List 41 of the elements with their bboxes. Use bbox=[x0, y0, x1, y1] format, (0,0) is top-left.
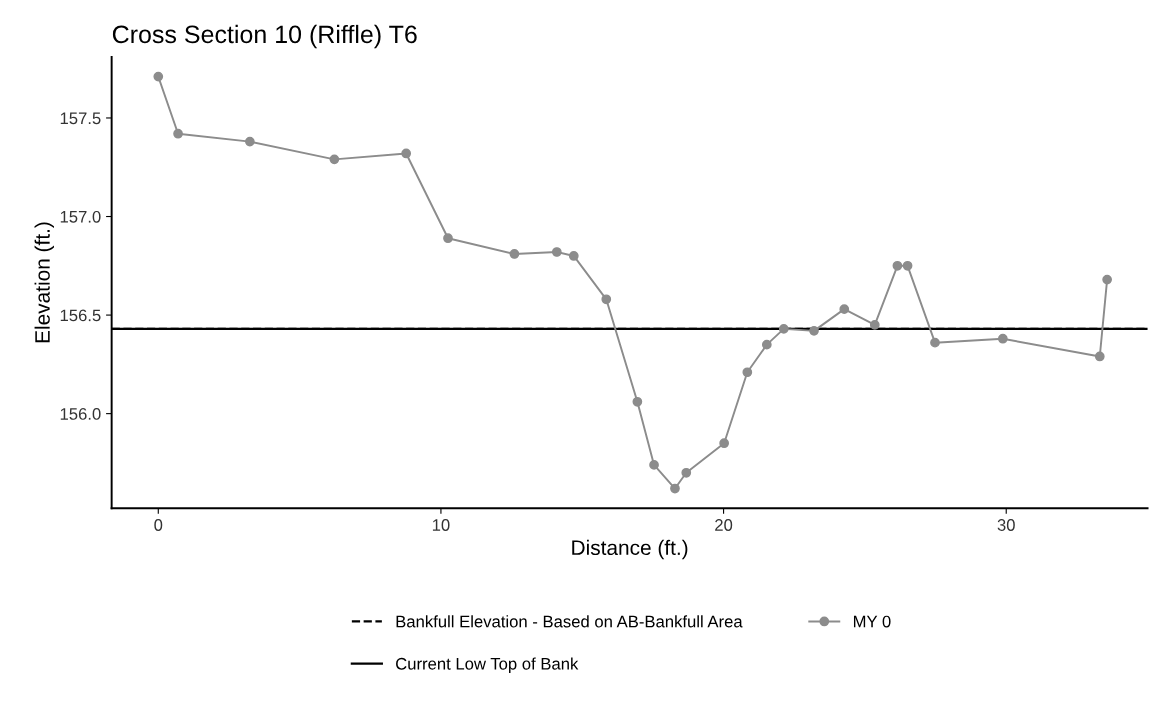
point bbox=[997, 333, 1008, 344]
point bbox=[244, 136, 255, 147]
point bbox=[902, 260, 913, 271]
point bbox=[892, 260, 903, 271]
point bbox=[401, 148, 412, 159]
point bbox=[173, 128, 183, 139]
point bbox=[761, 339, 772, 350]
y-axis-title: Elevation (ft.) bbox=[34, 222, 54, 343]
x-tick-label: 20 bbox=[715, 519, 733, 531]
point bbox=[670, 483, 680, 494]
y-tick-label: 157.5 bbox=[60, 112, 101, 125]
point bbox=[329, 154, 340, 165]
point bbox=[681, 467, 692, 478]
point bbox=[153, 71, 164, 82]
point bbox=[809, 325, 819, 336]
point bbox=[601, 294, 612, 305]
point bbox=[930, 337, 940, 348]
x-tick-label: 0 bbox=[154, 519, 163, 531]
point bbox=[649, 460, 659, 470]
x-tick-label: 30 bbox=[997, 519, 1015, 531]
point bbox=[509, 249, 520, 259]
point bbox=[869, 320, 880, 330]
y-tick-label: 156.5 bbox=[60, 309, 101, 322]
point bbox=[839, 304, 850, 315]
y-tick-label: 157.0 bbox=[60, 210, 101, 223]
point bbox=[742, 367, 753, 378]
legend-label: MY 0 bbox=[853, 615, 891, 628]
point bbox=[719, 438, 730, 449]
point bbox=[632, 396, 643, 407]
chart-title: Cross Section 10 (Riffle) T6 bbox=[112, 24, 417, 49]
legend-label: Current Low Top of Bank bbox=[396, 657, 579, 673]
point bbox=[443, 233, 453, 244]
point bbox=[568, 251, 579, 261]
point bbox=[551, 247, 562, 257]
point bbox=[778, 324, 789, 334]
point bbox=[1102, 274, 1112, 285]
legend-label: Bankfull Elevation - Based on AB-Bankfull Area bbox=[396, 615, 743, 628]
y-tick-label: 156.0 bbox=[60, 408, 101, 420]
x-axis-title: Distance (ft.) bbox=[572, 539, 688, 560]
x-tick-label: 10 bbox=[432, 519, 450, 531]
point bbox=[1094, 351, 1105, 362]
